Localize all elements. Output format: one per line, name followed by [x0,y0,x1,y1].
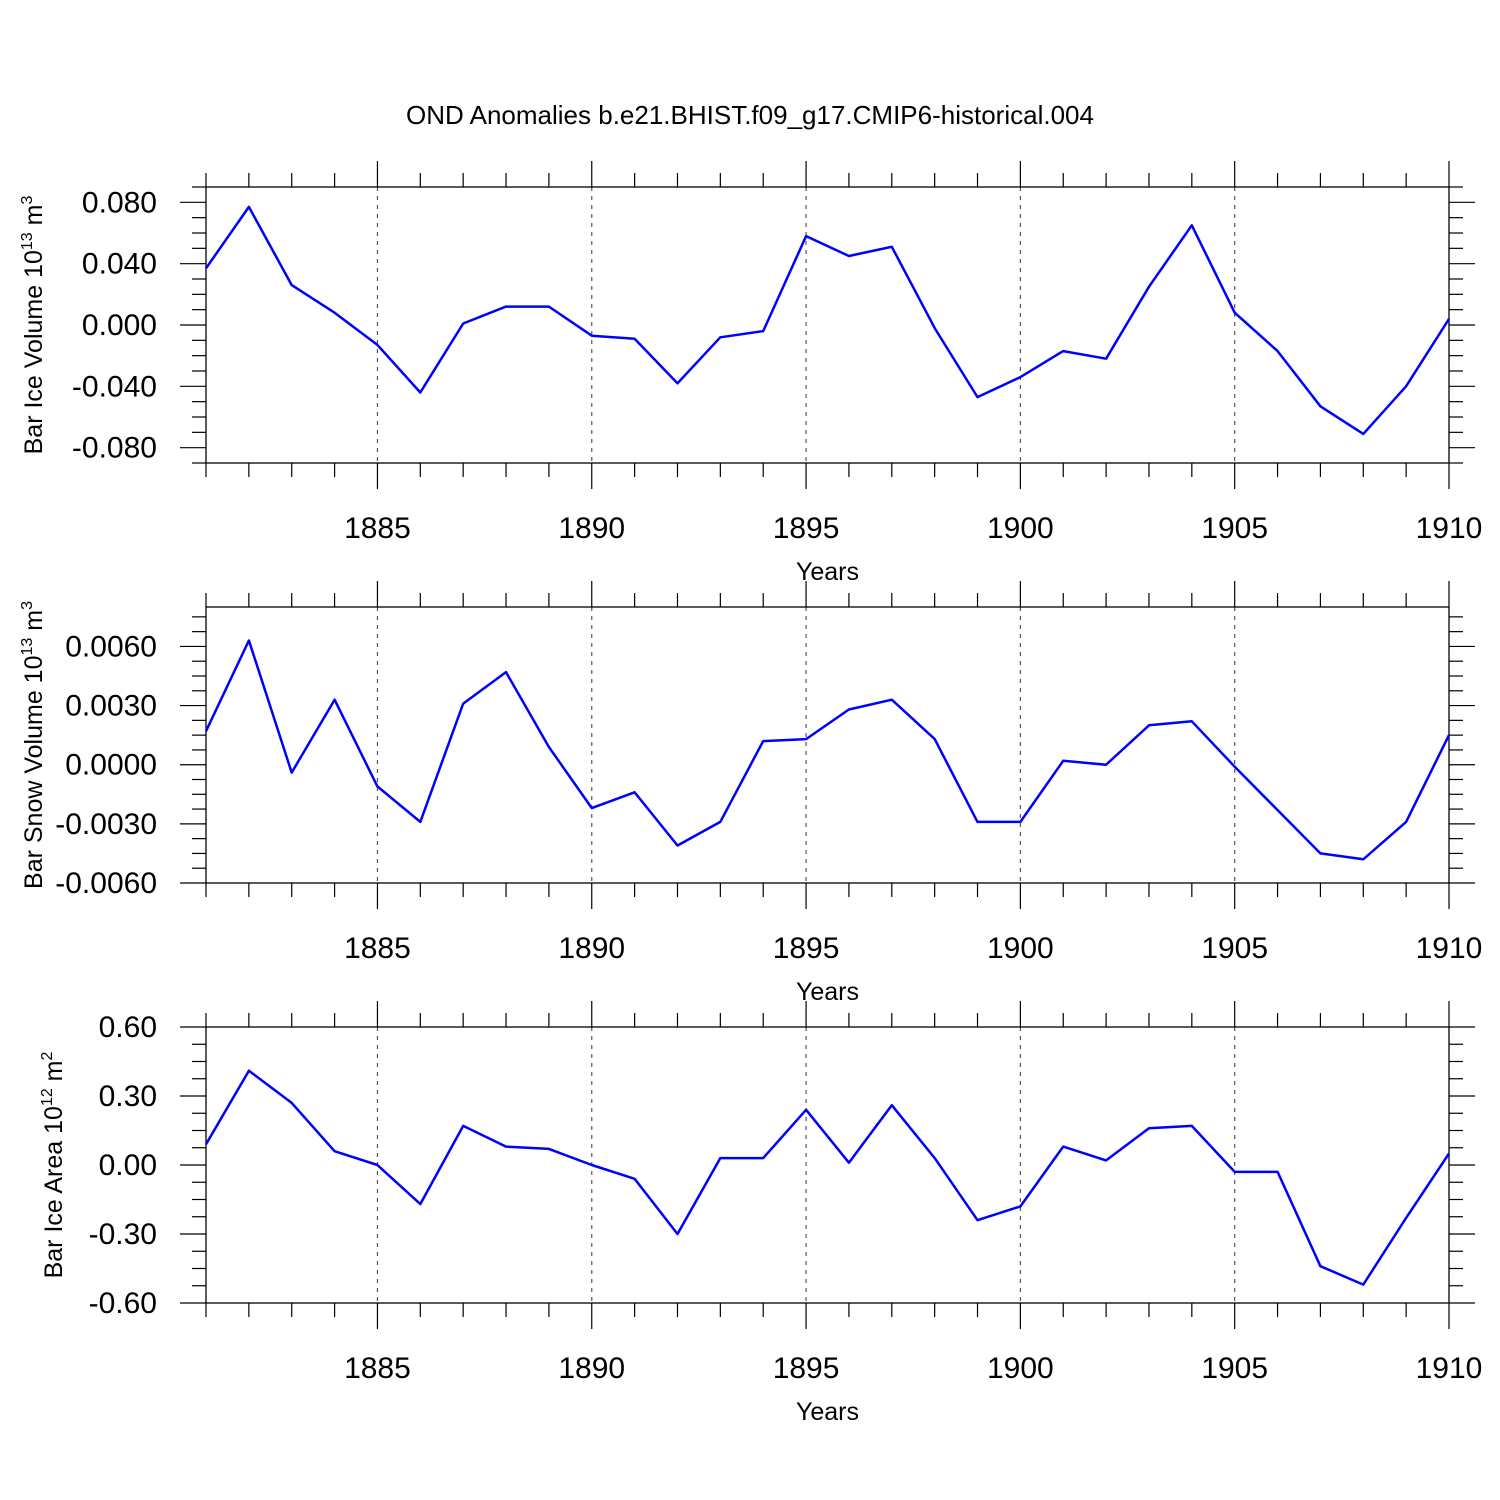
x-tick-label: 1900 [987,932,1054,965]
y-axis-label-unit-exponent: 3 [19,196,36,205]
series-line [204,639,1451,861]
x-axis-label: Years [796,978,859,1006]
y-tick-label: 0.080 [82,186,157,219]
y-tick-label: -0.080 [72,432,157,465]
panels: -0.080 -0.040 0.000 0.040 0.080 1885 1890 1895 1… [19,161,1482,1426]
x-tick-label: 1890 [558,1352,625,1385]
x-tick-label: 1900 [987,512,1054,545]
y-tick-label: 0.0060 [65,630,157,663]
y-tick-label: 0.000 [82,309,157,342]
y-axis-label-exponent: 13 [19,232,36,250]
y-tick-label: 0.040 [82,248,157,281]
y-tick-label: -0.60 [89,1287,157,1320]
y-tick-label: 0.0000 [65,749,157,782]
y-tick-label: 0.30 [99,1080,157,1113]
y-axis-label-exponent: 13 [19,638,36,656]
figure-title: OND Anomalies b.e21.BHIST.f09_g17.CMIP6-… [406,100,1094,130]
x-tick-label: 1885 [344,932,411,965]
y-tick-label: -0.30 [89,1218,157,1251]
y-tick-label: -0.0060 [55,867,157,900]
y-axis-label-unit: m [40,1061,68,1089]
x-tick-label: 1900 [987,1352,1054,1385]
x-tick-label: 1895 [773,512,840,545]
x-tick-label: 1910 [1416,512,1483,545]
y-tick-label: 0.00 [99,1149,157,1182]
panel-3: -0.60 -0.30 0.00 0.30 0.60 1885 1890 1895 1900 19… [39,1001,1482,1426]
series-line [204,205,1451,436]
y-axis-label: Bar Ice Area 1012 m2 [39,1052,68,1279]
y-axis-label-exponent: 12 [39,1088,56,1106]
x-tick-label: 1890 [558,932,625,965]
y-tick-label: 0.0030 [65,690,157,723]
x-tick-label: 1905 [1201,932,1268,965]
x-axis-label: Years [796,558,859,586]
y-tick-label: -0.0030 [55,808,157,841]
x-tick-label: 1905 [1201,1352,1268,1385]
y-axis-label-text: Bar Snow Volume 10 [20,656,48,889]
x-tick-label: 1885 [344,512,411,545]
x-tick-label: 1895 [773,932,840,965]
plot-frame [205,606,1450,884]
x-tick-label: 1890 [558,512,625,545]
plot-frame [205,1026,1450,1304]
y-tick-label: 0.60 [99,1011,157,1044]
y-axis-label: Bar Snow Volume 1013 m3 [19,601,48,889]
x-tick-label: 1910 [1416,1352,1483,1385]
x-tick-label: 1905 [1201,512,1268,545]
y-axis-label-text: Bar Ice Volume 10 [20,250,48,454]
x-axis-label: Years [796,1398,859,1426]
panel-2: -0.0060 -0.0030 0.0000 0.0030 0.0060 1885 1890… [19,581,1482,1006]
x-tick-label: 1885 [344,1352,411,1385]
panel-1: -0.080 -0.040 0.000 0.040 0.080 1885 1890 1895 1… [19,161,1482,586]
y-axis-label-unit-exponent: 3 [19,601,36,610]
x-tick-label: 1895 [773,1352,840,1385]
y-axis-label-unit: m [20,205,48,233]
y-axis-label-unit-exponent: 2 [39,1052,56,1061]
y-axis-label-unit: m [20,610,48,638]
y-axis-label: Bar Ice Volume 1013 m3 [19,196,48,455]
plot-frame [205,186,1450,464]
y-tick-label: -0.040 [72,370,157,403]
x-tick-label: 1910 [1416,932,1483,965]
y-axis-label-text: Bar Ice Area 10 [40,1106,68,1278]
series-line [204,1069,1451,1286]
